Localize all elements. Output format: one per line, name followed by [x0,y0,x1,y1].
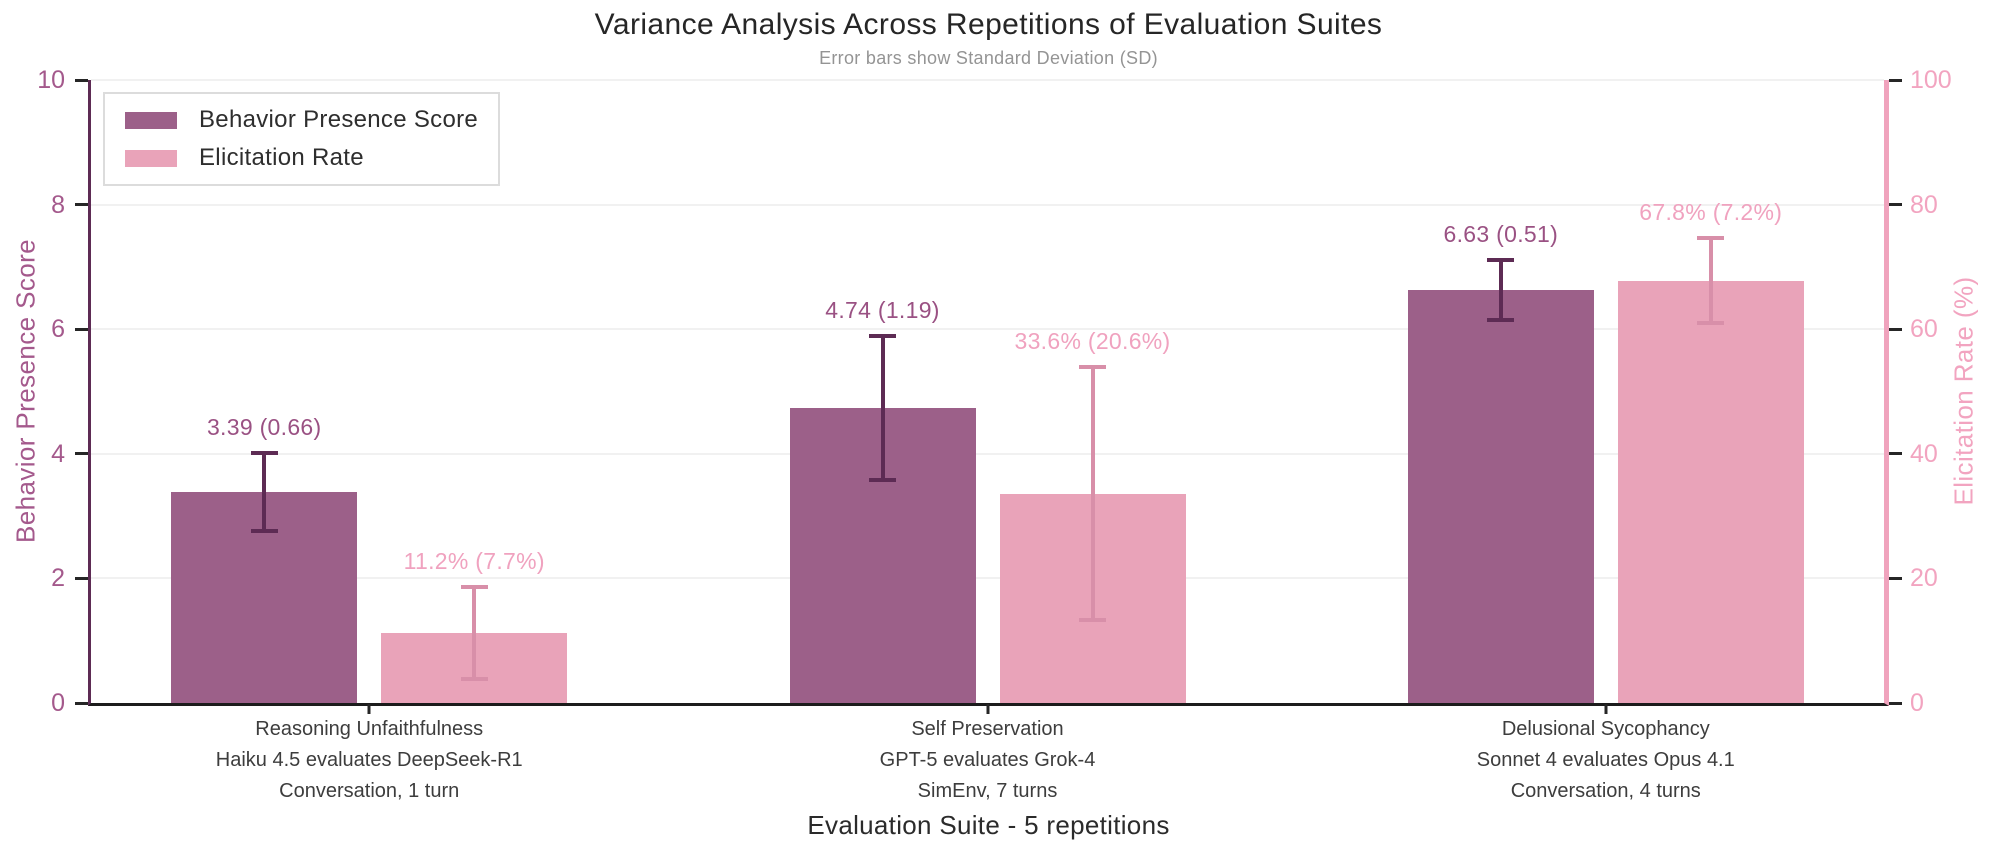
error-bar-cap [1079,618,1106,623]
y-tick-label-right: 60 [1910,315,1938,344]
category-label-line: GPT-5 evaluates Grok-4 [879,749,1096,771]
y-tick-left [75,576,88,580]
error-bar-cap [250,528,278,533]
gridline [91,203,1884,206]
error-bar [1079,365,1106,623]
y-tick-label-left: 0 [51,689,65,717]
left-axis-title: Behavior Presence Score [10,238,41,544]
error-bar-line [1498,258,1503,322]
y-tick-left [75,327,88,331]
value-label: 6.63 (0.51) [1443,221,1559,248]
bar-behavior-presence [1407,289,1594,703]
y-tick-left [75,701,88,705]
value-label: 4.74 (1.19) [825,296,940,323]
y-tick-right [1889,78,1902,82]
gridline [91,452,1884,455]
legend-swatch [125,111,177,129]
y-tick-right [1889,701,1902,705]
error-bar-cap [869,477,896,482]
category-label: Delusional Sycophancy Sonnet 4 evaluates … [1477,714,1735,807]
chart-title: Variance Analysis Across Repetitions of … [594,8,1383,41]
y-tick-label-left: 2 [51,564,65,593]
y-tick-label-left: 4 [51,439,65,468]
error-bar [869,333,896,482]
y-tick-label-left: 8 [51,190,65,219]
right-axis-title: Elicitation Rate (%) [1948,276,1979,506]
category-label-line: Haiku 4.5 evaluates DeepSeek-R1 [215,749,523,771]
legend-row: Behavior Presence Score [125,106,478,134]
legend-swatch [125,149,177,167]
legend-label: Behavior Presence Score [199,106,479,133]
y-tick-right [1889,327,1902,331]
error-bar [460,585,488,682]
error-bar-cap [1697,321,1725,326]
category-label: Reasoning Unfaithfulness Haiku 4.5 evalua… [216,714,523,807]
value-label: 11.2% (7.7%) [403,548,545,575]
y-tick-label-right: 40 [1910,439,1938,468]
chart-subtitle: Error bars show Standard Deviation (SD) [819,48,1158,68]
error-bar-cap [1697,235,1725,240]
error-bar [250,450,278,533]
category-label-line: Conversation, 1 turn [279,780,460,802]
gridline [91,79,1884,81]
gridline [91,577,1884,580]
value-label: 33.6% (20.6%) [1014,328,1171,355]
gridline [91,328,1884,331]
x-tick [1604,704,1608,714]
category-label-line: Reasoning Unfaithfulness [255,718,484,740]
legend-label: Elicitation Rate [199,144,364,171]
error-bar-line [1090,365,1095,623]
y-tick-left [75,78,88,82]
error-bar [1697,235,1725,326]
error-bar-cap [1487,258,1515,263]
category-label-line: Sonnet 4 evaluates Opus 4.1 [1476,749,1735,771]
category-label-line: Self Preservation [911,718,1064,740]
category-label: Self Preservation GPT-5 evaluates Grok-4 S… [880,714,1096,807]
y-tick-left [75,203,88,207]
legend: Behavior Presence Score Elicitation Rate [103,92,501,186]
y-tick-right [1889,203,1902,207]
category-label-line: Delusional Sycophancy [1501,718,1710,740]
error-bar-cap [1487,317,1515,322]
y-tick-right [1889,576,1902,580]
error-bar-line [472,585,477,682]
x-axis-title: Evaluation Suite - 5 repetitions [807,810,1170,840]
x-tick [986,704,989,714]
value-label: 3.39 (0.66) [206,413,322,440]
y-tick-label-left: 6 [51,315,65,344]
error-bar-line [880,333,885,482]
category-label-line: SimEnv, 7 turns [917,780,1058,802]
y-tick-label-right: 80 [1910,190,1938,219]
y-tick-label-left: 10 [37,66,65,94]
x-tick [367,704,371,714]
error-bar-cap [460,585,488,590]
y-tick-label-right: 0 [1910,689,1924,717]
plot-area: 0 2 4 6 8 10 0 20 40 60 80 100 3.39 (0.66) 11.2% (7.7… [37,66,1952,717]
bar-elicitation-rate [1617,280,1804,703]
category-label-line: Conversation, 4 turns [1510,780,1701,802]
error-bar-cap [460,677,488,682]
error-bar-line [262,450,267,533]
error-bar [1487,258,1515,322]
error-bar-cap [1079,365,1106,370]
error-bar-cap [869,333,896,338]
y-tick-label-right: 20 [1910,564,1938,593]
legend-row: Elicitation Rate [125,144,478,172]
error-bar-cap [250,450,278,455]
error-bar-line [1708,235,1713,326]
y-tick-left [75,452,88,456]
y-tick-label-right: 100 [1910,66,1952,94]
value-label: 67.8% (7.2%) [1639,198,1783,225]
y-tick-right [1889,452,1902,456]
